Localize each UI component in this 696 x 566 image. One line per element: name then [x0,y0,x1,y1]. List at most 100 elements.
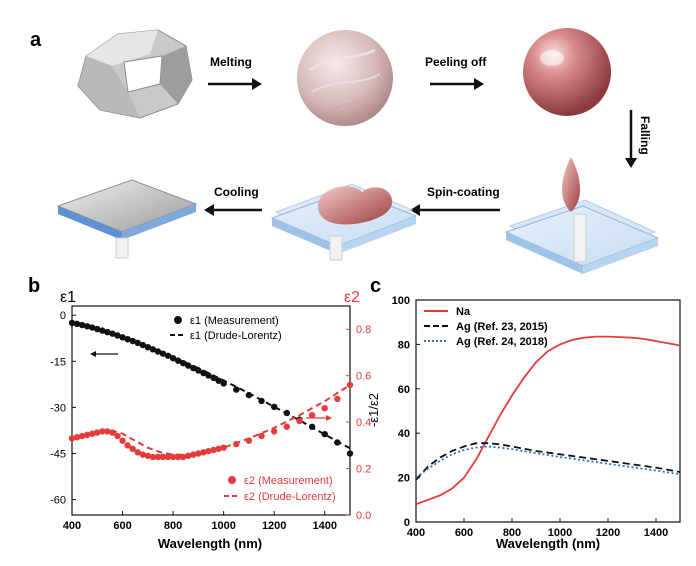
x-tick-label: 1400 [312,520,336,532]
data-point [200,449,207,456]
data-point [114,432,121,440]
legend-ag2018-label: Ag (Ref. 24, 2018) [456,336,548,348]
series-line [71,384,351,456]
panel-b-legend-top: ε1 (Measurement) ε1 (Drude-Lorentz) [170,315,282,342]
y-left-tick-label: -45 [50,449,66,461]
data-point [283,423,291,430]
panel-c-legend: Na Ag (Ref. 23, 2015) Ag (Ref. 24, 2018) [424,306,548,348]
data-point [258,432,265,440]
y-left-tick-label: -15 [50,356,66,368]
y-right-tick-label: 0.4 [356,417,371,429]
y-right-tick-label: 0.0 [356,510,371,522]
y-tick-label: 60 [398,384,410,396]
arrow-falling: Falling [625,110,652,168]
data-point [139,451,146,458]
panel-b: b ε1 ε2 400 600 800 1000 1200 1400 0 -15 -30 -45 -… [28,275,371,551]
panel-b-ylabel-right: ε2 [344,289,360,306]
red-sphere-illustration [523,28,611,116]
data-point [215,377,222,384]
data-point [119,437,126,444]
data-point [195,367,202,374]
legend-e2-measure-label: ε2 (Measurement) [244,475,333,487]
x-tick-label: 1200 [596,527,620,539]
step-melting-label: Melting [210,55,252,69]
droplet-substrate-illustration [504,157,660,274]
spincoating-substrate-illustration [270,183,418,261]
data-point [346,450,354,457]
series-line [415,445,681,479]
data-point [154,453,162,461]
data-point [346,381,354,389]
panel-b-ylabel-left: ε1 [60,289,76,306]
step-cooling-label: Cooling [214,185,259,199]
data-point [114,332,121,339]
y-right-tick-label: 0.8 [356,324,371,336]
x-tick-label: 1000 [211,520,235,532]
data-point [210,446,217,454]
panel-c-ylabel: -ε1/ε2 [366,393,381,427]
arrow-peeling: Peeling off [425,55,487,90]
data-point [169,453,177,461]
x-tick-label: 800 [164,520,182,532]
arrow-to-left-axis [90,351,118,357]
na-film-illustration [56,179,198,259]
data-point [149,453,157,461]
step-spincoating-label: Spin-coating [427,185,500,199]
legend-e1-measure-marker [174,316,182,324]
y-right-tick-label: 0.2 [356,464,371,476]
panel-c: c -ε1/ε2 400 600 800 1000 1200 1400 0 20 40 60 80 1… [366,275,681,551]
panel-a: a Melting Peeling off [30,28,660,274]
data-point [124,442,131,449]
panel-c-plot-frame [415,299,681,523]
data-point [308,411,316,419]
y-left-tick-label: -30 [50,402,66,414]
x-tick-label: 1400 [644,527,668,539]
y-right-tick-label: 0.6 [356,371,371,383]
panel-c-series [415,335,681,506]
y-left-tick-label: -60 [50,495,66,507]
legend-e1-model-label: ε1 (Drude-Lorentz) [190,330,282,342]
panel-c-label: c [370,275,381,297]
panel-a-label: a [30,29,42,51]
x-tick-label: 400 [63,520,81,532]
data-point [296,417,303,425]
x-tick-label: 600 [113,520,131,532]
y-tick-label: 0 [404,517,410,529]
arrow-cooling: Cooling [204,185,262,216]
data-point [205,372,212,379]
panel-b-label: b [28,275,40,297]
data-point [334,395,341,403]
legend-e1-measure-label: ε1 (Measurement) [190,315,279,327]
x-tick-label: 1200 [262,520,286,532]
arrow-to-right-axis [306,415,332,421]
panel-b-plot-frame [71,305,351,516]
series-line [71,322,351,450]
data-point [164,453,172,461]
panel-b-series [68,319,354,461]
y-tick-label: 20 [398,473,410,485]
data-point [233,386,240,393]
legend-ag2015-label: Ag (Ref. 23, 2015) [456,321,548,333]
panel-c-xlabel: Wavelength (nm) [496,536,600,551]
legend-na-label: Na [456,306,471,318]
y-left-tick-label: 0 [60,310,66,322]
step-peeling-label: Peeling off [425,55,487,69]
legend-e2-model-label: ε2 (Drude-Lorentz) [244,491,336,503]
x-tick-label: 1000 [548,527,572,539]
series-line [415,442,681,481]
arrow-spincoating: Spin-coating [410,185,500,216]
y-tick-label: 40 [398,428,410,440]
arrow-melting: Melting [208,55,262,90]
data-point [134,449,141,456]
y-tick-label: 80 [398,339,410,351]
sodium-chunk-illustration [77,29,193,119]
panel-b-legend-bottom: ε2 (Measurement) ε2 (Drude-Lorentz) [224,475,336,503]
data-point [270,428,278,435]
data-point [190,451,197,458]
step-falling-label: Falling [638,116,652,155]
molten-sphere-illustration [297,30,393,126]
legend-e2-measure-marker [228,476,236,484]
data-point [124,335,131,343]
x-tick-label: 400 [407,527,425,539]
